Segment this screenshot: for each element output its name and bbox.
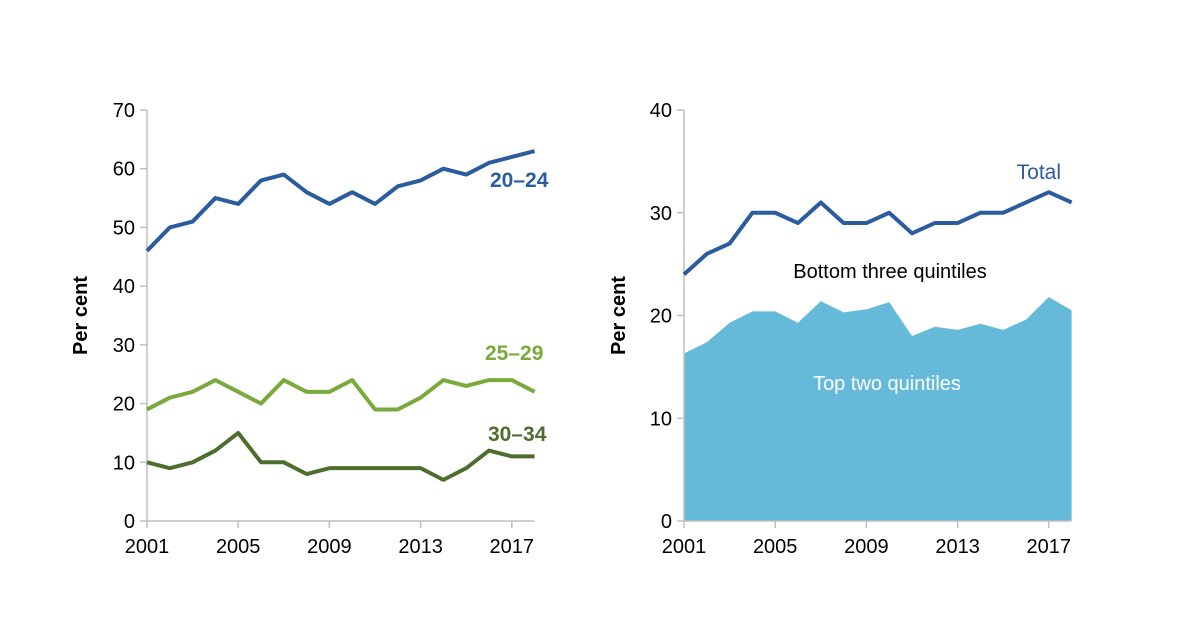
series-label: Top two quintiles	[813, 373, 961, 395]
x-tick-label: 2005	[216, 536, 261, 558]
series-label: 20–24	[490, 169, 549, 192]
series-label: 25–29	[485, 342, 543, 365]
series-label: 30–34	[488, 423, 547, 446]
x-tick-label: 2005	[753, 536, 798, 558]
x-tick-label: 2017	[1027, 536, 1072, 558]
series-line	[682, 190, 1073, 276]
annotation: Bottom three quintiles	[793, 261, 986, 283]
x-tick-label: 2001	[662, 536, 707, 558]
y-tick-label: 10	[113, 452, 135, 474]
x-tick-label: 2017	[490, 536, 535, 558]
series-line	[146, 430, 535, 482]
x-tick-label: 2001	[125, 536, 170, 558]
y-tick-label: 0	[661, 511, 672, 533]
y-tick-label: 40	[113, 276, 135, 298]
y-tick-label: 30	[113, 335, 135, 357]
y-tick-label: 40	[650, 100, 672, 122]
y-tick-label: 30	[650, 203, 672, 225]
y-axis-label: Per cent	[608, 276, 630, 355]
y-tick-label: 20	[650, 306, 672, 328]
x-tick-label: 2009	[844, 536, 889, 558]
y-axis-label: Per cent	[70, 276, 92, 355]
y-tick-label: 10	[650, 408, 672, 430]
y-tick-label: 60	[113, 159, 135, 181]
series-line	[145, 149, 536, 253]
x-tick-label: 2013	[935, 536, 980, 558]
y-tick-label: 20	[113, 394, 135, 416]
x-tick-label: 2009	[307, 536, 352, 558]
y-tick-label: 50	[113, 217, 135, 239]
series-label: Total	[1017, 161, 1061, 184]
y-tick-label: 0	[124, 511, 135, 533]
series-line	[146, 378, 536, 412]
y-tick-label: 70	[113, 100, 135, 122]
area-top-two-quintiles	[684, 297, 1072, 521]
x-tick-label: 2013	[398, 536, 443, 558]
